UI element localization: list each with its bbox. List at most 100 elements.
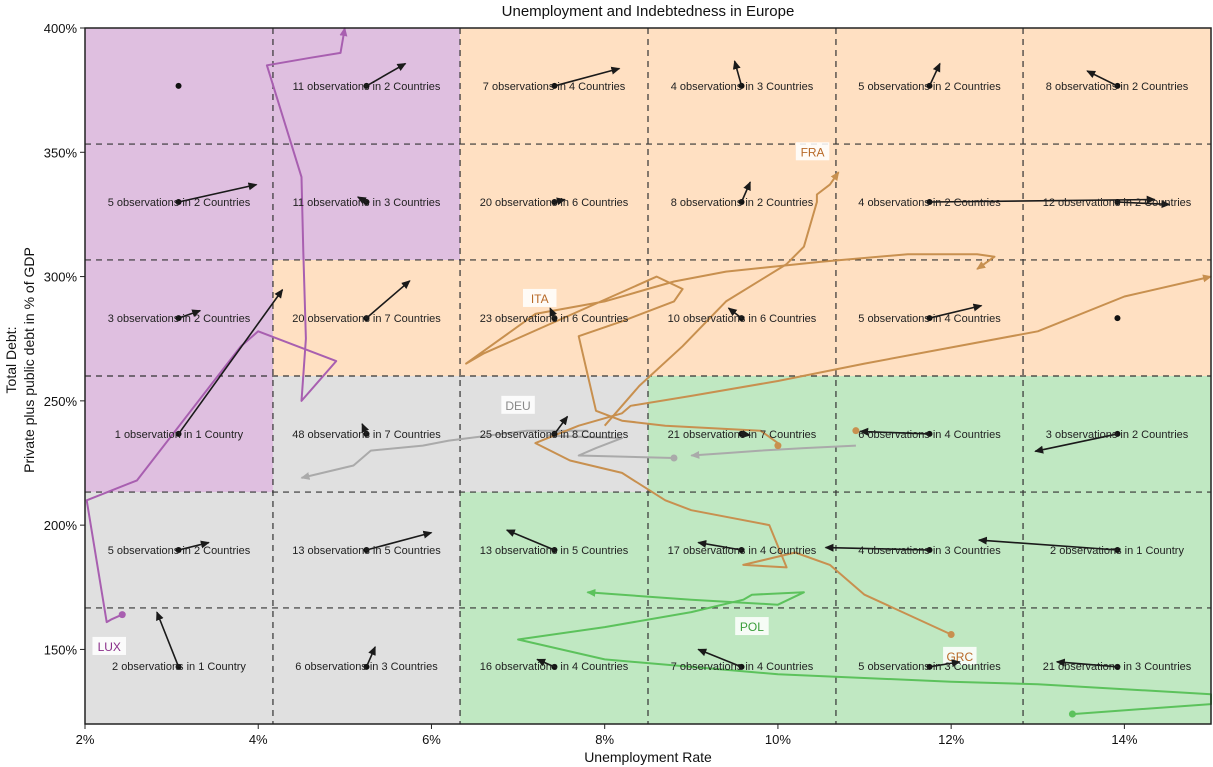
cell-arrow [365, 646, 376, 668]
series-marker [118, 611, 126, 619]
y-tick-label: 200% [44, 518, 78, 533]
cell-label: 13 observations in 5 Countries [292, 545, 441, 557]
cell-label: 4 observations in 2 Countries [858, 197, 1001, 209]
y-axis-label-line2: Private plus public debt in % of GDP [21, 247, 37, 473]
cell-label: 20 observations in 6 Countries [480, 197, 629, 209]
cell-arrow [929, 303, 983, 319]
cell-label: 6 observations in 3 Countries [295, 661, 438, 673]
series-line-deu [300, 429, 675, 480]
cell-labels: 2 observations in 1 Country 6 observation… [108, 81, 1192, 673]
series-label-box [92, 636, 127, 655]
cell-arrow [156, 611, 180, 668]
cell-label: 7 observations in 4 Countries [483, 81, 626, 93]
cell-label: 5 observations in 2 Countries [858, 81, 1001, 93]
cell-arrow [177, 288, 284, 435]
x-tick-label: 10% [765, 732, 791, 747]
cell-label: 5 observations in 2 Countries [108, 197, 251, 209]
cell-arrow [697, 539, 742, 551]
cell-label: 3 observations in 2 Countries [108, 313, 251, 325]
cell-arrow [1086, 70, 1118, 87]
y-tick-label: 400% [44, 21, 78, 36]
y-tick-label: 350% [44, 145, 78, 160]
series-label-box [501, 395, 535, 414]
x-tick-label: 8% [595, 732, 614, 747]
cell-label: 25 observations in 8 Countries [480, 429, 629, 441]
y-tick-label: 300% [44, 270, 78, 285]
cell-arrow [741, 430, 752, 438]
cell-arrow [1034, 433, 1118, 454]
series-marker [1068, 710, 1076, 718]
cell-backgrounds [85, 28, 1211, 724]
cell-arrow [824, 543, 930, 552]
cell-label: 4 observations in 3 Countries [858, 545, 1001, 557]
cell-arrow [554, 197, 566, 206]
cell-label: 8 observations in 2 Countries [1046, 81, 1189, 93]
cell-arrow [1055, 658, 1118, 668]
cell-arrow [178, 540, 210, 551]
cell-label: 5 observations in 2 Countries [108, 545, 251, 557]
cell-arrow [549, 307, 557, 319]
y-tick-label: 150% [44, 642, 78, 657]
cell-label: 4 observations in 3 Countries [671, 81, 814, 93]
cell-label: 11 observations in 2 Countries [293, 81, 441, 93]
cell-label: 17 observations in 4 Countries [668, 545, 817, 557]
series-marker [774, 442, 782, 450]
series-line-lux [85, 27, 348, 624]
y-tick-label: 250% [44, 394, 78, 409]
series-label-deu: DEU [505, 399, 530, 413]
cell-label: 21 observations in 3 Countries [1043, 661, 1192, 673]
axes: 2% 4% 6% 8% 10% 12% 14% 150% 200% 250% 300% 350% 400… [44, 21, 1212, 747]
series-marker [670, 454, 678, 462]
cell-arrow [505, 529, 555, 551]
series-label-fra: FRA [801, 145, 825, 159]
cell-arrow [977, 536, 1118, 551]
cell-arrow [859, 427, 930, 436]
series-line-pol [517, 588, 1212, 716]
cell-arrow [1117, 200, 1171, 209]
x-tick-label: 14% [1111, 732, 1137, 747]
cell-point [175, 82, 182, 89]
cell-label: 13 observations in 5 Countries [480, 545, 629, 557]
series-line-ita [465, 253, 996, 444]
cell-arrow [928, 62, 941, 87]
x-tick-label: 6% [422, 732, 441, 747]
cell-arrow [178, 182, 258, 203]
y-axis-label-group: Total Debt: Private plus public debt in … [3, 247, 37, 473]
series-line-fra [603, 171, 840, 427]
series-marker [852, 427, 860, 435]
cell-arrow [929, 659, 961, 668]
cell-arrow [365, 280, 411, 319]
cell-label: 20 observations in 7 Countries [292, 313, 441, 325]
cell-label: 5 observations in 4 Countries [858, 313, 1001, 325]
cell-point [1114, 315, 1121, 322]
cell-label: 2 observations in 1 Country [112, 661, 246, 673]
cell-label: 8 observations in 2 Countries [671, 197, 814, 209]
cell-label: 3 observations in 2 Countries [1046, 429, 1189, 441]
cell-label: 2 observations in 1 Country [1050, 545, 1184, 557]
series-label-box [795, 142, 830, 161]
cell-label: 5 observations in 3 Countries [858, 661, 1001, 673]
cell-arrow [536, 658, 555, 668]
cell-arrow [366, 62, 407, 87]
cell-arrow [356, 196, 367, 205]
cell-arrows [156, 60, 1171, 670]
series-label-pol: POL [740, 620, 764, 634]
y-axis-label-line1: Total Debt: [3, 327, 19, 394]
cell-arrow [553, 415, 569, 435]
x-axis-label: Unemployment Rate [584, 749, 712, 765]
cell-arrow [732, 60, 743, 87]
series-line-grc [534, 274, 1212, 636]
cell-label: 12 observations in 2 Countries [1043, 197, 1192, 209]
cell-label: 6 observations in 4 Countries [858, 429, 1001, 441]
cell-arrow [697, 648, 742, 668]
plot-frame [84, 27, 1212, 725]
cell-label: 23 observations in 6 Countries [480, 313, 629, 325]
x-tick-label: 4% [249, 732, 268, 747]
cell-label: 11 observations in 3 Countries [293, 197, 441, 209]
x-tick-label: 12% [938, 732, 964, 747]
cell-label: 10 observations in 6 Countries [668, 313, 817, 325]
grid-lines [85, 28, 1211, 724]
series-label-box [522, 288, 557, 307]
chart-title: Unemployment and Indebtedness in Europe [502, 3, 795, 20]
